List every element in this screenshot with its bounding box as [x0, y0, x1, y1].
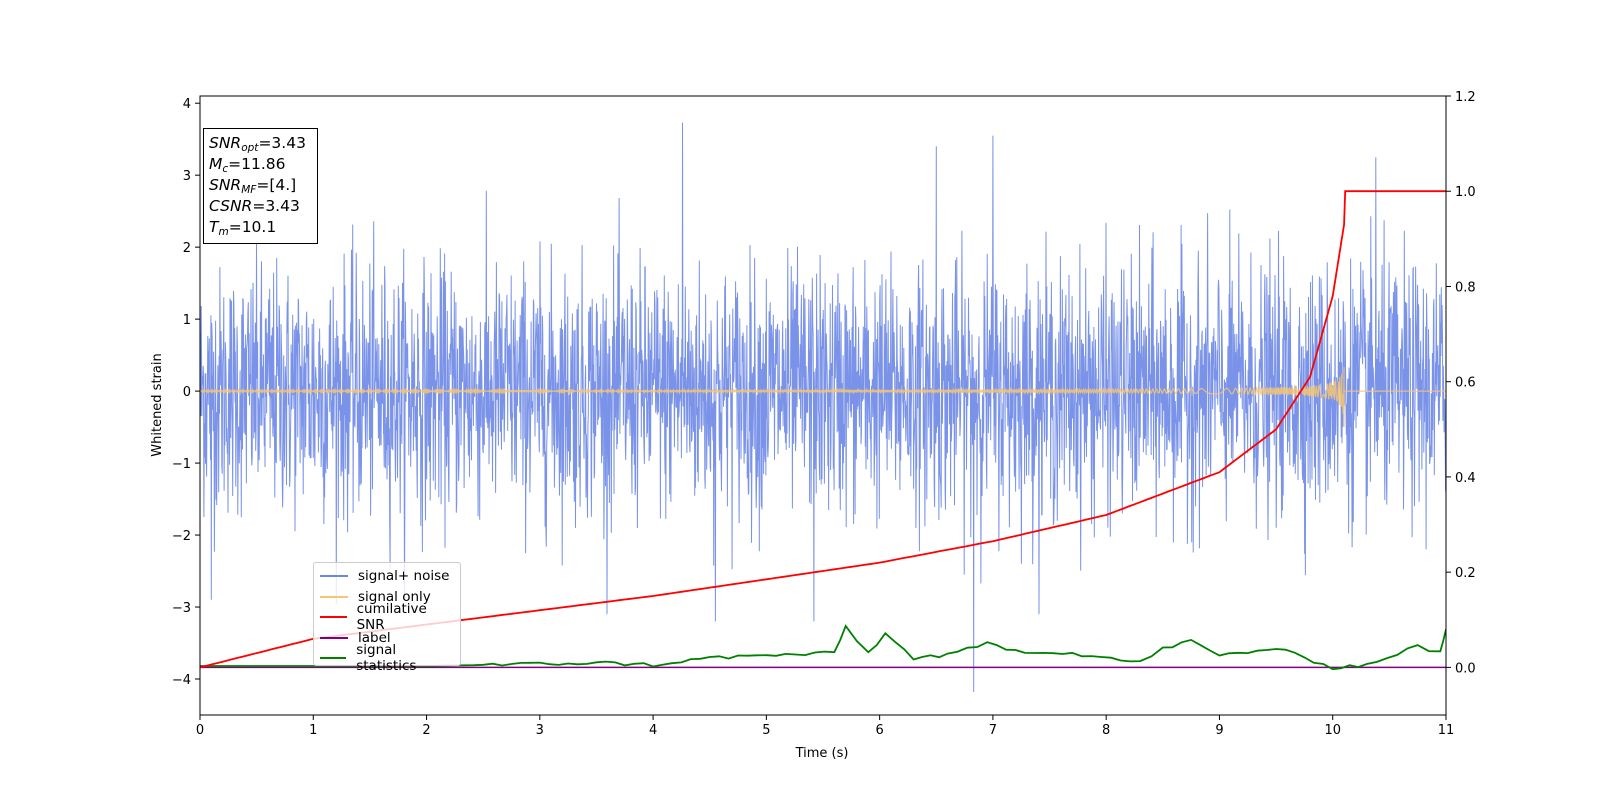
- y-right-tick-label: 0.2: [1455, 566, 1476, 581]
- x-axis-title: Time (s): [795, 746, 849, 761]
- y-right-tick-label: 0.4: [1455, 471, 1476, 486]
- series-signal-noise: [200, 122, 1446, 693]
- legend-item: signal statistics: [320, 642, 454, 674]
- tm-line: Tm=10.1: [209, 218, 277, 238]
- x-tick-label: 3: [536, 723, 544, 738]
- legend-item: signal+ noise: [320, 566, 454, 587]
- y-left-tick-label: 3: [183, 169, 191, 184]
- series-signal-only: [200, 367, 1446, 428]
- legend-swatch: [320, 636, 348, 639]
- y-left-tick-label: 0: [183, 385, 191, 400]
- series-cumulative-snr: [200, 190, 1446, 669]
- y-right-tick-label: 0.8: [1455, 280, 1476, 295]
- y-left-tick-label: −4: [172, 673, 191, 688]
- y-right-tick-label: 1.2: [1455, 90, 1476, 105]
- y-right-tick-label: 0.6: [1455, 376, 1476, 391]
- legend-item: label: [320, 628, 454, 649]
- y-left-tick-label: 1: [183, 313, 191, 328]
- x-tick-label: 4: [649, 723, 657, 738]
- series-signal-statistics: [200, 624, 1446, 671]
- x-tick-label: 0: [196, 723, 204, 738]
- legend-item: cumilative SNR: [320, 601, 454, 633]
- csnr-line: CSNR=3.43: [209, 197, 300, 215]
- y-left-tick-label: −3: [172, 601, 191, 616]
- plot-frame: [199, 95, 1447, 716]
- legend-swatch: [320, 595, 348, 598]
- snr-opt-line: SNRopt=3.43: [209, 134, 306, 154]
- legend-swatch: [320, 616, 347, 619]
- y-left-tick-label: 2: [183, 241, 191, 256]
- legend: signal+ noise signal only cumilative SNR…: [313, 562, 461, 674]
- x-tick-label: 1: [309, 723, 317, 738]
- x-tick-label: 6: [875, 723, 883, 738]
- y-axis-title: Whitened strain: [150, 353, 165, 456]
- mc-line: Mc=11.86: [209, 155, 286, 175]
- legend-swatch: [320, 575, 348, 578]
- x-tick-label: 5: [762, 723, 770, 738]
- y-left-tick-label: −2: [172, 529, 191, 544]
- metrics-box: SNRopt=3.43 Mc=11.86 SNRMF=[4.] CSNR=3.4…: [203, 128, 318, 244]
- y-right-tick-label: 1.0: [1455, 185, 1476, 200]
- legend-swatch: [320, 657, 347, 660]
- x-tick-label: 2: [422, 723, 430, 738]
- x-tick-label: 8: [1102, 723, 1110, 738]
- y-left-tick-label: −1: [172, 457, 191, 472]
- y-right-tick-label: 0.0: [1455, 661, 1476, 676]
- legend-item: signal only: [320, 587, 454, 608]
- x-tick-label: 9: [1215, 723, 1223, 738]
- snr-mf-line: SNRMF=[4.]: [209, 176, 297, 196]
- x-tick-label: 7: [989, 723, 997, 738]
- x-tick-label: 10: [1324, 723, 1341, 738]
- y-left-tick-label: 4: [183, 97, 191, 112]
- x-tick-label: 11: [1438, 723, 1455, 738]
